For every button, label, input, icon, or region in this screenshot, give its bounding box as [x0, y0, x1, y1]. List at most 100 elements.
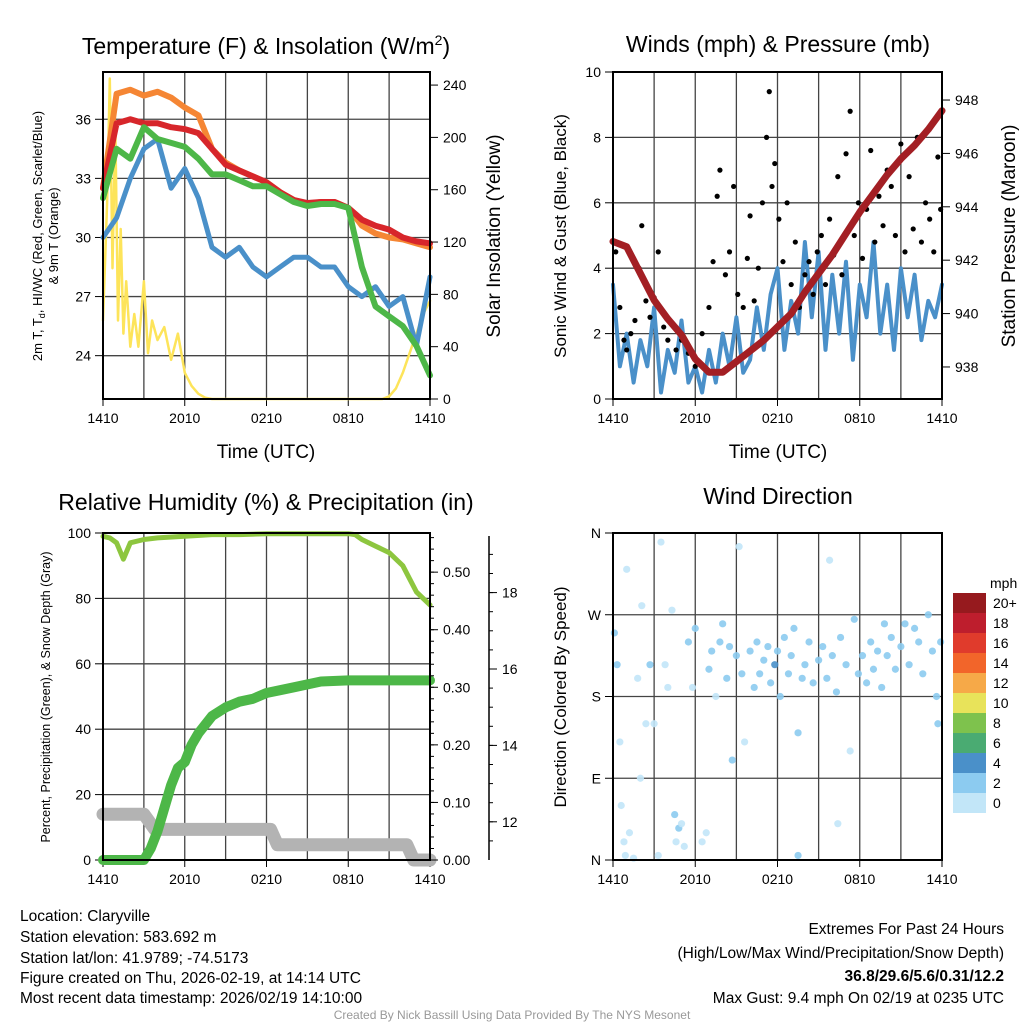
legend-label: 20+	[993, 595, 1017, 611]
legend-label: 16	[993, 635, 1009, 651]
gust-point	[918, 239, 925, 245]
gust-point	[613, 249, 619, 255]
gust-point	[714, 193, 720, 199]
winds-x-axis-title: Time (UTC)	[729, 442, 828, 463]
gust-point	[784, 200, 790, 206]
wind-direction-point	[805, 638, 813, 646]
elevation-text: Station elevation: 583.692 m	[20, 929, 216, 946]
wind-direction-point	[646, 661, 654, 669]
y-tick-label: 40	[75, 721, 91, 737]
wind-direction-point	[901, 620, 909, 628]
wind-direction-point	[657, 538, 665, 546]
legend-swatch	[953, 713, 986, 733]
precip-axis-tick-label: 0.40	[443, 622, 470, 638]
x-tick-label: 0210	[251, 871, 282, 887]
wind-direction-point	[915, 638, 923, 646]
latlon-text: Station lat/lon: 41.9789; -74.5173	[20, 950, 248, 967]
legend-label: 0	[993, 795, 1001, 811]
gust-point	[792, 239, 798, 245]
legend-swatch	[953, 773, 986, 793]
legend-swatch	[953, 733, 986, 753]
x-tick-label: 0810	[333, 871, 364, 887]
x-tick-label: 1410	[414, 871, 445, 887]
gust-point	[776, 216, 782, 222]
y-tick-label: 20	[75, 787, 91, 803]
winds-panel-title: Winds (mph) & Pressure (mb)	[626, 31, 930, 57]
legend-swatch	[953, 793, 986, 813]
gust-point	[851, 232, 857, 239]
insolation-axis-tick-label: 200	[443, 129, 467, 145]
wind-direction-point	[767, 679, 775, 687]
gust-point	[822, 281, 829, 288]
temperature-series-2m-t	[100, 116, 433, 247]
gust-point	[699, 331, 705, 337]
gust-point	[722, 272, 729, 278]
winds-y-axis-title: Sonic Wind & Gust (Blue, Black)	[551, 114, 570, 358]
x-tick-label: 0810	[844, 410, 875, 426]
gust-point	[847, 108, 853, 114]
wind-direction-point	[746, 647, 754, 655]
pressure-axis-tick-label: 944	[955, 199, 979, 215]
wind-direction-point	[794, 851, 802, 860]
pressure-axis-tick-label: 946	[955, 145, 979, 161]
legend-swatch	[953, 673, 986, 693]
wind-direction-point	[932, 692, 941, 701]
wind-direction-point	[610, 629, 618, 637]
x-tick-label: 1410	[926, 410, 957, 426]
wind-direction-point	[668, 606, 676, 614]
wind-direction-point	[910, 624, 919, 632]
wind-direction-point	[891, 665, 899, 673]
wind-direction-point	[719, 620, 727, 628]
wind-direction-point	[825, 556, 834, 564]
wind-direction-point	[897, 642, 905, 651]
gust-point	[802, 272, 808, 278]
wind-direction-point	[771, 661, 779, 669]
extremes-title: Extremes For Past 24 Hours	[808, 921, 1004, 938]
gust-point	[839, 272, 845, 278]
wind-direction-point	[780, 633, 788, 642]
wind-direction-point	[753, 638, 761, 646]
humidity-panel-title: Relative Humidity (%) & Precipitation (i…	[58, 489, 473, 515]
wind-direction-point	[677, 820, 686, 828]
x-tick-label: 0210	[762, 871, 793, 887]
gust-point	[826, 216, 833, 222]
wind-direction-point	[708, 647, 716, 655]
extremes-info: Extremes For Past 24 Hours (High/Low/Max…	[678, 921, 1005, 1007]
y-tick-label: N	[591, 525, 601, 541]
wind-direction-point	[756, 670, 764, 678]
credit-text: Created By Nick Bassill Using Data Provi…	[334, 1008, 691, 1022]
wind-direction-point	[625, 829, 634, 837]
y-tick-label: 33	[75, 170, 91, 186]
extremes-values: 36.8/29.6/5.6/0.31/12.2	[845, 968, 1004, 985]
plot-frame	[612, 532, 943, 861]
wind-direction-point	[836, 633, 845, 642]
wind-direction-point	[801, 661, 809, 669]
gust-point	[717, 167, 723, 173]
wind-direction-point	[787, 652, 795, 660]
gust-point	[880, 223, 886, 229]
gust-point	[759, 200, 766, 206]
wind-direction-point	[809, 679, 817, 687]
insolation-axis-tick-label: 40	[443, 339, 459, 355]
wind-direction-point	[863, 679, 871, 687]
snow-depth-line	[96, 807, 437, 867]
created-text: Figure created on Thu, 2026-02-19, at 14…	[20, 970, 361, 987]
wind-direction-point	[650, 720, 658, 728]
temperature-panel-title: Temperature (F) & Insolation (W/m2)	[82, 32, 450, 59]
wind-direction-point	[934, 720, 942, 728]
gust-point	[892, 232, 898, 239]
temperature-x-axis-title: Time (UTC)	[217, 442, 316, 463]
gust-point	[740, 304, 746, 311]
gust-point	[859, 255, 866, 261]
gust-point	[673, 347, 679, 353]
wind-direction-point	[636, 774, 645, 782]
wind-direction-point	[846, 747, 854, 755]
wind-direction-point	[873, 647, 882, 655]
wind-direction-point	[854, 670, 862, 678]
gust-point	[898, 141, 904, 147]
wind-direction-point	[832, 688, 841, 696]
y-tick-label: E	[592, 770, 601, 786]
y-tick-label: N	[591, 852, 601, 868]
gust-point	[868, 147, 874, 154]
gust-point	[621, 337, 627, 343]
